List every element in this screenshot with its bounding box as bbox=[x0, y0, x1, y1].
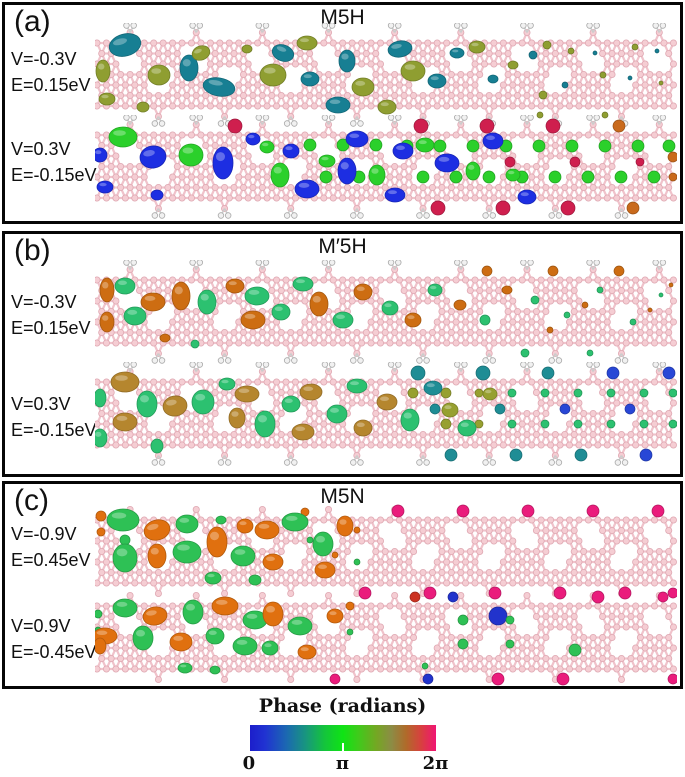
phase-map-ribbon-b1 bbox=[95, 260, 677, 364]
panel-a-row1-labels: V=-0.3V E=0.15eV bbox=[11, 47, 91, 98]
phase-map-ribbon-c2 bbox=[95, 586, 677, 690]
energy-label: E=0.15eV bbox=[11, 73, 91, 99]
voltage-label: V=0.9V bbox=[11, 614, 97, 640]
energy-label: E=-0.15eV bbox=[11, 418, 97, 444]
colorbar-gradient bbox=[250, 725, 436, 751]
panel-a: (a) M5H V=-0.3V E=0.15eV V=0.3V E=-0.15e… bbox=[2, 2, 683, 224]
voltage-label: V=-0.3V bbox=[11, 47, 91, 73]
tick-0: 0 bbox=[243, 753, 256, 774]
phase-map-ribbon-b2 bbox=[95, 362, 677, 466]
colorbar-block: Phase (radians) 0 π 2π bbox=[0, 695, 685, 775]
tick-pi: π bbox=[336, 753, 349, 774]
panel-b-row1-labels: V=-0.3V E=0.15eV bbox=[11, 290, 91, 341]
colorbar-ticks: 0 π 2π bbox=[250, 753, 436, 775]
voltage-label: V=-0.9V bbox=[11, 522, 91, 548]
energy-label: E=0.15eV bbox=[11, 316, 91, 342]
energy-label: E=0.45eV bbox=[11, 548, 91, 574]
voltage-label: V=0.3V bbox=[11, 392, 97, 418]
colorbar-mid-tick bbox=[342, 743, 344, 751]
energy-label: E=-0.45eV bbox=[11, 640, 97, 666]
panel-c-row2-labels: V=0.9V E=-0.45eV bbox=[11, 614, 97, 665]
panel-c-row1-labels: V=-0.9V E=0.45eV bbox=[11, 522, 91, 573]
panel-b-row2-labels: V=0.3V E=-0.15eV bbox=[11, 392, 97, 443]
phase-map-ribbon-a2 bbox=[95, 115, 677, 219]
energy-label: E=-0.15eV bbox=[11, 163, 97, 189]
panel-b: (b) M′5H V=-0.3V E=0.15eV V=0.3V E=-0.15… bbox=[2, 231, 683, 477]
voltage-label: V=0.3V bbox=[11, 137, 97, 163]
voltage-label: V=-0.3V bbox=[11, 290, 91, 316]
panel-b-title: M′5H bbox=[5, 235, 680, 259]
tick-2pi: 2π bbox=[423, 753, 449, 774]
phase-map-ribbon-a1 bbox=[95, 23, 677, 127]
panel-a-row2-labels: V=0.3V E=-0.15eV bbox=[11, 137, 97, 188]
colorbar-title: Phase (radians) bbox=[0, 695, 685, 717]
panel-c: (c) M5N V=-0.9V E=0.45eV V=0.9V E=-0.45e… bbox=[2, 481, 683, 689]
